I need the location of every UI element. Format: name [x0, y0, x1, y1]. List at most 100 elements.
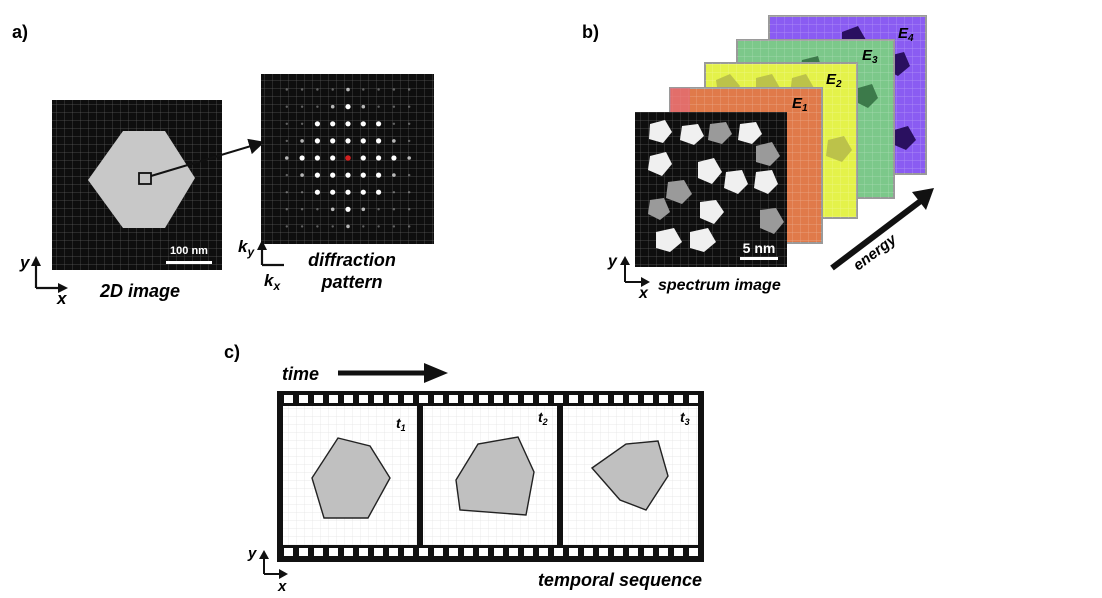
spectrum-image: 5 nm: [635, 112, 787, 267]
diffraction-spot: [330, 189, 336, 195]
diffraction-spot: [285, 156, 289, 160]
diffraction-spot: [300, 225, 304, 228]
diffraction-spot: [314, 138, 320, 144]
perforation-hole: [479, 395, 488, 403]
spectrum-image-caption: spectrum image: [658, 277, 781, 294]
perforation-hole: [524, 395, 533, 403]
perforation-hole: [524, 548, 533, 556]
diffraction-spot: [392, 88, 396, 91]
perforation-hole: [629, 395, 638, 403]
perforation-hole: [314, 548, 323, 556]
diffraction-spot: [361, 104, 366, 109]
diffraction-spot: [300, 139, 304, 143]
diffraction-spot: [408, 88, 411, 91]
perforation-hole: [389, 395, 398, 403]
perforation-hole: [614, 395, 623, 403]
perforation-hole: [479, 548, 488, 556]
diffraction-spot: [345, 172, 351, 178]
diffraction-spot: [331, 88, 334, 91]
time-arrow: [338, 363, 448, 383]
diffraction-spot: [300, 122, 304, 126]
perforation-hole: [584, 548, 593, 556]
diffraction-spot: [330, 155, 336, 161]
diffraction-spot: [345, 206, 351, 212]
diffraction-spot: [361, 207, 366, 212]
diffraction-spot: [285, 122, 288, 126]
diffraction-spots: [285, 87, 412, 229]
perforation-hole: [419, 395, 428, 403]
perforation-hole: [449, 548, 458, 556]
diffraction-spot: [300, 105, 304, 108]
diffraction-spot: [345, 121, 351, 127]
diffraction-spot: [285, 225, 288, 228]
diffraction-spot: [377, 225, 380, 228]
perforation-hole: [689, 395, 698, 403]
diffraction-spot: [300, 173, 304, 177]
axis-b-y-label: y: [607, 253, 618, 270]
perforation-hole: [344, 548, 353, 556]
perforation-hole: [344, 395, 353, 403]
diffraction-spot: [314, 172, 320, 178]
diffraction-spot: [299, 155, 305, 161]
diffraction-spot: [376, 155, 382, 161]
diffraction-spot: [376, 172, 382, 178]
k-x-label: kx: [264, 271, 281, 293]
diffraction-spot: [360, 189, 366, 195]
perforation-hole: [329, 395, 338, 403]
diffraction-spot: [285, 173, 288, 177]
diffraction-spot: [316, 105, 319, 108]
diffraction-spot: [360, 155, 366, 161]
diffraction-spot: [391, 155, 397, 161]
diffraction-spot: [377, 88, 380, 91]
perforation-hole: [599, 548, 608, 556]
frame-t2: t2: [423, 406, 557, 545]
perforation-hole: [374, 395, 383, 403]
diffraction-spot: [362, 225, 365, 228]
perforation-hole: [629, 548, 638, 556]
diffraction-spot: [392, 105, 396, 108]
energy-arrow: [830, 188, 934, 271]
diffraction-spot: [345, 104, 351, 110]
diffraction-spot: [376, 121, 382, 127]
frame-t2-label: t2: [538, 409, 548, 427]
perforation-hole: [299, 395, 308, 403]
diffraction-spot: [408, 208, 411, 211]
frame-t2-particle: [455, 436, 535, 516]
panel-b: b) E4 E3 E2: [582, 15, 934, 302]
particles: [648, 120, 784, 252]
diffraction-spot: [314, 189, 320, 195]
diffraction-spot: [314, 121, 320, 127]
diffraction-pattern: [261, 74, 434, 244]
axes-k: [257, 240, 284, 267]
spectrum-scale-bar-label: 5 nm: [743, 240, 776, 256]
perforation-hole: [539, 548, 548, 556]
axes-a: [31, 256, 68, 293]
diffraction-spot: [376, 189, 382, 195]
axis-c-y-label: y: [247, 545, 257, 562]
selection-box: [138, 172, 152, 185]
perforation-hole: [644, 395, 653, 403]
perforation-hole: [284, 395, 293, 403]
frame-t1-label: t1: [396, 415, 406, 433]
perforation-hole: [539, 395, 548, 403]
perforation-hole: [284, 548, 293, 556]
diffraction-spot: [285, 191, 288, 194]
diffraction-spot: [408, 139, 411, 143]
diffraction-spot: [346, 87, 350, 92]
perforation-hole: [554, 548, 563, 556]
perforation-hole: [659, 395, 668, 403]
panel-b-label: b): [582, 22, 599, 42]
axes-c: [259, 550, 288, 579]
film-perforations: [284, 395, 698, 556]
diffraction-spot: [360, 172, 366, 178]
diffraction-spot: [408, 191, 411, 194]
diffraction-spot: [377, 105, 380, 108]
diffraction-spot: [285, 208, 288, 211]
diffraction-spot: [345, 138, 351, 144]
perforation-hole: [404, 395, 413, 403]
perforation-hole: [434, 548, 443, 556]
layer-e1-label: E1: [792, 95, 808, 114]
diffraction-spot: [392, 122, 396, 126]
axis-x-label: x: [56, 289, 68, 308]
